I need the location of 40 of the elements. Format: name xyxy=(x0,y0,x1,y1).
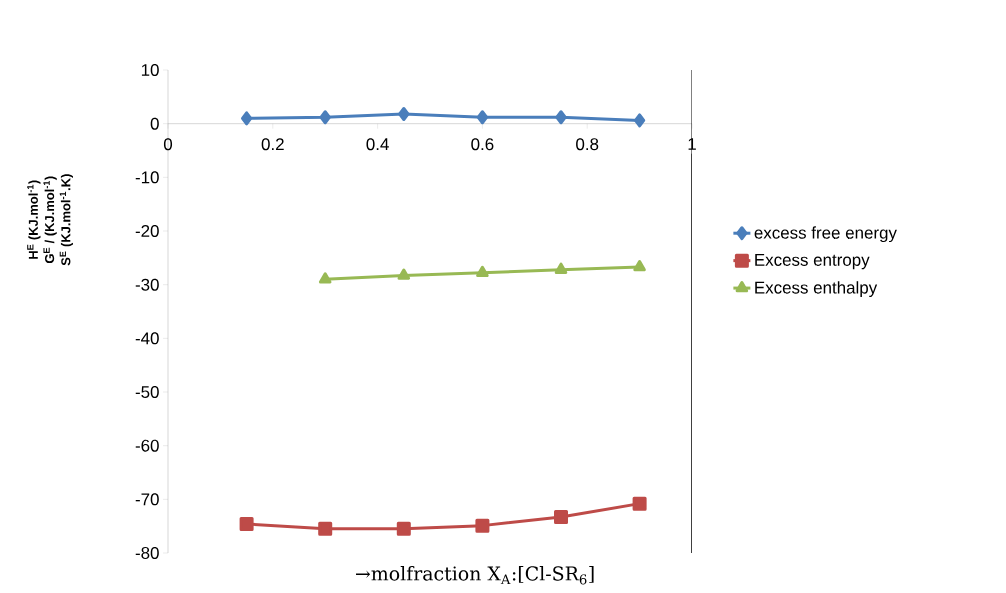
text: H$^{E}$ (KJ.mol$^{-1}$) xyxy=(27,180,41,259)
y-tick-label: -10 xyxy=(135,171,159,184)
point xyxy=(398,107,410,122)
point xyxy=(240,111,253,126)
y-tick-label: -80 xyxy=(135,547,159,559)
point xyxy=(632,496,647,511)
point xyxy=(397,268,411,280)
x-axis-title: →molfraction X$_{A}$:[Cl-SR$_{6}$] xyxy=(356,565,594,585)
x-tick-label: 0.6 xyxy=(471,138,494,151)
y-tick-label: -20 xyxy=(135,225,159,238)
point xyxy=(318,272,332,284)
y-tick-label: 0 xyxy=(150,117,159,130)
legend-label: Excess entropy xyxy=(755,254,870,270)
y-tick-label: -60 xyxy=(135,439,159,452)
legend-label: Excess enthalpy xyxy=(755,281,878,297)
text: G$^{E}$ / (KJ.mol$^{-1}$) xyxy=(43,176,57,264)
x-tick-label: 0.2 xyxy=(261,138,284,151)
y-tick-label: -50 xyxy=(135,386,159,398)
text: S$^{E}$ (KJ.mol$^{-1}$.K) xyxy=(59,174,73,266)
legend-label: excess free energy xyxy=(754,226,897,243)
point xyxy=(476,110,489,125)
y-tick-label: 10 xyxy=(141,64,159,77)
y-tick-label: -40 xyxy=(135,332,159,345)
point xyxy=(554,262,568,274)
point xyxy=(319,110,331,125)
point xyxy=(396,521,411,536)
x-tick-label: 0 xyxy=(163,138,173,151)
point xyxy=(475,518,490,533)
point xyxy=(318,521,333,536)
x-tick-label: 0.8 xyxy=(576,138,599,151)
x-tick-label: 0.4 xyxy=(366,138,389,151)
point xyxy=(476,265,489,278)
y-tick-label: -30 xyxy=(135,278,159,291)
point xyxy=(633,259,646,272)
point xyxy=(633,113,646,128)
x-tick-label: 1 xyxy=(688,138,696,150)
point xyxy=(554,510,568,525)
point xyxy=(555,110,567,125)
point xyxy=(239,517,254,532)
y-tick-label: -70 xyxy=(135,493,159,506)
